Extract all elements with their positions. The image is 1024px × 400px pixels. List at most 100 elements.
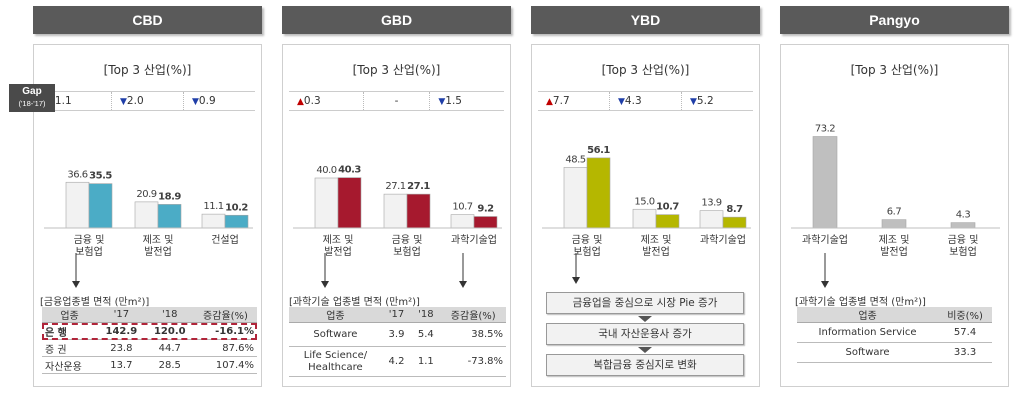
up-triangle-icon: ▲ [546,97,553,107]
data-label: 36.6 [67,169,87,180]
down-arrow-icon [638,316,652,322]
header-pangyo: Pangyo [780,6,1009,34]
data-label: 6.7 [887,207,902,218]
tick-label: 제조 및 [879,234,910,246]
gap-value: 0.3 [303,95,321,107]
top3-title: [Top 3 산업(%)] [103,63,192,77]
gbd-area-table: 업종 '17 '18 증감율(%) Software 3.9 5.4 38.5%… [289,307,506,377]
gap-tag-sub: ('18-'17) [18,99,46,108]
arrow-head-icon [459,281,467,288]
table-cell: -73.8% [440,346,506,377]
table-cell: Software [289,322,382,347]
bar [134,201,159,229]
data-label: 56.1 [587,145,610,156]
table-cell: 23.8 [97,339,146,357]
table-cell: Information Service [797,322,939,343]
bar [950,222,976,229]
table-cell: 57.4 [938,322,992,343]
table-cell: 33.3 [938,342,992,363]
tick-label: 과학기술업 [451,233,497,246]
bar [699,210,724,229]
data-label: 15.0 [634,196,654,207]
table-title: [금융업종별 면적 (만m²)] [40,297,150,308]
bar [201,213,226,229]
top3-title: [Top 3 산업(%)] [850,63,939,77]
pangyo-area-table: 업종 비중(%) Information Service 57.4 Softwa… [797,307,992,363]
bar [655,214,680,229]
bar [224,214,249,229]
tick-label: 보험업 [949,245,977,258]
tick-label: 보험업 [75,245,103,258]
tick-label: 보험업 [573,245,601,258]
tick-label: 건설업 [211,233,239,246]
table-title: [과학기술 업종별 면적 (만m²)] [289,297,420,308]
gap-value: 1.5 [445,95,462,107]
gap-cell: ▼0.9 [184,92,255,110]
highlight-box [42,323,257,340]
top3-title: [Top 3 산업(%)] [601,63,690,77]
data-label: 13.9 [701,198,721,209]
table-cell: 자산운용 [42,356,98,374]
table-cell: 5.4 [411,322,441,347]
gap-value: 2.0 [126,95,144,107]
gap-value: 7.7 [552,95,570,107]
tick-label: 금융 및 [74,234,105,246]
panel-pangyo: [Top 3 산업(%)] 73.2 과학기술업 6.7 제조 및 발전업 4.3 금융 및… [780,44,1009,387]
data-label: 10.2 [225,202,248,213]
gap-tag: Gap ('18-'17) [9,84,55,112]
bar [88,183,113,229]
tick-label: 발전업 [880,245,908,258]
bar [881,219,907,229]
header-ybd: YBD [531,6,760,34]
data-label: 8.7 [726,204,743,215]
data-label: 48.5 [565,154,585,165]
col-header: '17 [381,307,412,323]
table-title: [과학기술 업종별 면적 (만m²)] [795,297,926,308]
down-triangle-icon: ▼ [192,97,199,107]
top3-title: [Top 3 산업(%)] [352,63,441,77]
gap-value: 0.9 [198,95,216,107]
table-row: 은 행 142.9 120.0 -16.1% [42,322,257,340]
table-cell: 증 권 [42,339,98,357]
tick-label: 보험업 [393,245,421,258]
table-row: Information Service 57.4 [797,322,992,343]
down-arrow-icon [638,347,652,353]
gap-cell: - [364,92,431,110]
data-label: 27.1 [385,181,405,192]
data-label: 4.3 [956,210,971,221]
tick-label: 발전업 [642,245,670,258]
gap-row-cbd: ▼1.1 ▼2.0 ▼0.9 [40,91,255,111]
bar [563,167,588,229]
table-cell: 4.2 [381,346,412,377]
col-header: 비중(%) [938,307,992,323]
gap-value: 4.3 [624,95,642,107]
data-label: 18.9 [158,191,181,202]
header-gbd: GBD [282,6,511,34]
arrow-head-icon [821,281,829,288]
col-header: 업종 [289,307,382,323]
table-row: Life Science/ Healthcare 4.2 1.1 -73.8% [289,346,506,377]
panel-ybd: [Top 3 산업(%)] ▲7.7 ▼4.3 ▼5.2 48.5 56.1 금융 … [531,44,760,387]
bar [473,216,498,229]
table-cell: Life Science/ Healthcare [289,346,382,377]
table-row: Software 3.9 5.4 38.5% [289,322,506,347]
table-cell: 107.4% [194,356,257,374]
table-cell: 38.5% [440,322,506,347]
data-label: 11.1 [203,201,223,212]
col-header: 업종 [797,307,939,323]
gap-row-gbd: ▲0.3 - ▼1.5 [289,91,504,111]
tick-label: 발전업 [324,245,352,258]
data-label: 40.3 [338,165,361,176]
tick-label: 금융 및 [572,234,603,246]
arrow-head-icon [72,281,80,288]
table-row: Software 33.3 [797,342,992,363]
data-label: 27.1 [407,181,430,192]
data-label: 73.2 [815,124,835,135]
arrow-head-icon [321,281,329,288]
gap-cell: ▼1.5 [430,92,504,110]
gap-value: 5.2 [696,95,714,107]
tick-label: 금융 및 [948,234,979,246]
